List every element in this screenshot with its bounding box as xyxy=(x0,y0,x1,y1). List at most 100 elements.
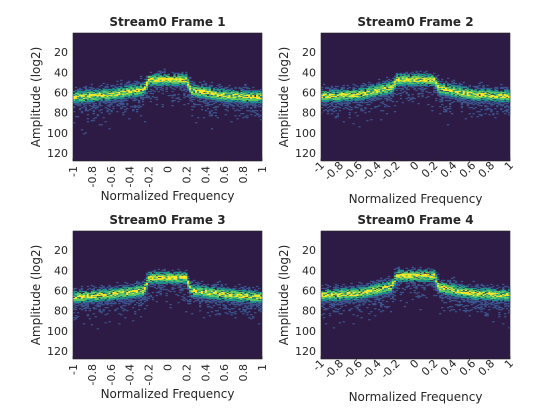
heatmap-cell xyxy=(368,87,371,90)
heatmap-cell xyxy=(326,296,330,299)
heatmap-cell xyxy=(199,93,202,96)
heatmap-cell xyxy=(476,98,479,101)
heatmap-cell xyxy=(220,294,223,297)
heatmap-cell xyxy=(364,106,367,109)
heatmap-cell xyxy=(120,293,123,296)
heatmap-cell xyxy=(88,99,92,102)
heatmap-cell xyxy=(193,288,196,291)
heatmap-cell xyxy=(411,75,414,78)
heatmap-cell xyxy=(250,94,253,97)
heatmap-cell xyxy=(139,115,143,117)
heatmap-cell xyxy=(502,99,505,102)
heatmap-cell xyxy=(175,293,178,296)
heatmap-cell xyxy=(228,103,231,106)
heatmap-cell xyxy=(480,115,483,117)
heatmap-cell xyxy=(73,297,76,300)
heatmap-cell xyxy=(76,298,80,301)
heatmap-cell xyxy=(200,108,204,111)
heatmap-cell xyxy=(228,100,231,103)
heatmap-cell xyxy=(246,115,249,117)
heatmap-cell xyxy=(88,297,92,300)
heatmap-cell xyxy=(342,84,345,87)
heatmap-cell xyxy=(234,110,237,112)
heatmap-cell xyxy=(370,83,373,86)
heatmap-cell xyxy=(149,281,153,284)
heatmap-cell xyxy=(86,303,90,306)
heatmap-cell xyxy=(74,100,78,103)
heatmap-cell xyxy=(100,104,103,107)
heatmap-cell xyxy=(413,76,416,79)
heatmap-cell xyxy=(155,88,158,91)
heatmap-cell xyxy=(224,305,227,308)
heatmap-cell xyxy=(494,99,497,102)
heatmap-cell xyxy=(73,97,76,100)
heatmap-cell xyxy=(100,293,103,296)
heatmap-cell xyxy=(448,91,452,94)
heatmap-cell xyxy=(179,275,182,278)
heatmap-cell xyxy=(244,100,247,103)
heatmap-cell xyxy=(387,81,391,84)
heatmap-cell xyxy=(78,93,82,96)
heatmap-cell xyxy=(202,90,206,93)
heatmap-cell xyxy=(334,93,338,96)
heatmap-cell xyxy=(76,312,80,314)
heatmap-cell xyxy=(242,286,245,289)
heatmap-cell xyxy=(134,297,137,300)
heatmap-cell xyxy=(252,304,255,307)
heatmap-cell xyxy=(86,292,90,295)
heatmap-cell xyxy=(450,80,454,83)
heatmap-cell xyxy=(352,86,355,89)
heatmap-cell xyxy=(330,97,334,100)
heatmap-cell xyxy=(88,97,92,100)
heatmap-cell xyxy=(80,100,84,103)
heatmap-cell xyxy=(94,316,97,318)
heatmap-cell xyxy=(143,295,147,298)
heatmap-cell xyxy=(149,77,153,80)
heatmap-cell xyxy=(114,309,117,311)
heatmap-cell xyxy=(484,94,487,97)
heatmap-cell xyxy=(250,95,253,98)
heatmap-cell xyxy=(108,99,111,102)
heatmap-cell xyxy=(380,92,383,95)
heatmap-cell xyxy=(230,289,233,292)
heatmap-cell xyxy=(336,113,340,115)
heatmap-cell xyxy=(157,76,160,79)
heatmap-cell xyxy=(502,98,505,101)
heatmap-cell xyxy=(86,315,90,317)
heatmap-cell xyxy=(84,110,88,112)
heatmap-cell xyxy=(104,287,107,290)
heatmap-cell xyxy=(370,91,373,94)
heatmap-cell xyxy=(149,92,153,95)
heatmap-cell xyxy=(173,88,176,91)
heatmap-cell xyxy=(132,84,135,87)
heatmap-cell xyxy=(202,99,206,102)
heatmap-cell xyxy=(197,288,200,291)
heatmap-cell xyxy=(108,292,111,295)
heatmap-cell xyxy=(130,299,133,302)
heatmap-cell xyxy=(399,74,403,77)
heatmap-cell xyxy=(208,111,212,113)
heatmap-cell xyxy=(260,311,263,313)
heatmap-cell xyxy=(324,299,328,302)
heatmap-cell xyxy=(108,298,111,301)
heatmap-cell xyxy=(96,96,99,99)
heatmap-cell xyxy=(141,89,145,92)
heatmap-cell xyxy=(108,310,111,312)
heatmap-cell xyxy=(76,99,80,102)
heatmap-cell xyxy=(132,88,135,91)
heatmap-cell xyxy=(126,302,129,305)
heatmap-cell xyxy=(161,105,164,108)
heatmap-cell xyxy=(472,91,475,94)
heatmap-cell xyxy=(116,292,119,295)
heatmap-cell xyxy=(134,93,137,96)
heatmap-cell xyxy=(506,93,509,96)
heatmap-cell xyxy=(145,283,149,286)
heatmap-cell xyxy=(88,300,92,303)
heatmap-cell xyxy=(197,291,200,294)
heatmap-cell xyxy=(84,95,88,98)
heatmap-cell xyxy=(338,98,341,101)
heatmap-cell xyxy=(464,95,467,98)
heatmap-cell xyxy=(108,290,111,293)
heatmap-cell xyxy=(102,91,105,94)
heatmap-cell xyxy=(118,97,121,100)
